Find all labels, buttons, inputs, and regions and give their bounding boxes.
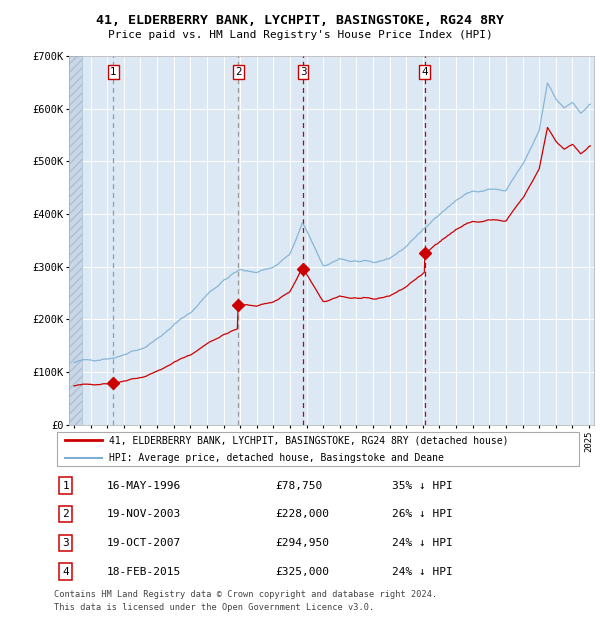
Text: Price paid vs. HM Land Registry's House Price Index (HPI): Price paid vs. HM Land Registry's House … <box>107 30 493 40</box>
Text: £294,950: £294,950 <box>276 538 330 548</box>
Text: 1: 1 <box>62 480 69 490</box>
Text: £78,750: £78,750 <box>276 480 323 490</box>
Text: 24% ↓ HPI: 24% ↓ HPI <box>392 538 452 548</box>
Text: 24% ↓ HPI: 24% ↓ HPI <box>392 567 452 577</box>
Text: 3: 3 <box>62 538 69 548</box>
Text: 19-NOV-2003: 19-NOV-2003 <box>107 509 181 519</box>
Text: 4: 4 <box>422 67 428 77</box>
Text: HPI: Average price, detached house, Basingstoke and Deane: HPI: Average price, detached house, Basi… <box>109 453 445 463</box>
Text: 4: 4 <box>62 567 69 577</box>
Text: 3: 3 <box>300 67 307 77</box>
Bar <box>69 56 82 425</box>
Text: 16-MAY-1996: 16-MAY-1996 <box>107 480 181 490</box>
Text: 2: 2 <box>235 67 241 77</box>
Text: 18-FEB-2015: 18-FEB-2015 <box>107 567 181 577</box>
Text: 26% ↓ HPI: 26% ↓ HPI <box>392 509 452 519</box>
Text: 41, ELDERBERRY BANK, LYCHPIT, BASINGSTOKE, RG24 8RY: 41, ELDERBERRY BANK, LYCHPIT, BASINGSTOK… <box>96 14 504 27</box>
Text: 1: 1 <box>110 67 116 77</box>
FancyBboxPatch shape <box>56 432 580 466</box>
Text: 19-OCT-2007: 19-OCT-2007 <box>107 538 181 548</box>
Text: £228,000: £228,000 <box>276 509 330 519</box>
Text: Contains HM Land Registry data © Crown copyright and database right 2024.: Contains HM Land Registry data © Crown c… <box>54 590 437 600</box>
Text: £325,000: £325,000 <box>276 567 330 577</box>
Text: 2: 2 <box>62 509 69 519</box>
Text: 41, ELDERBERRY BANK, LYCHPIT, BASINGSTOKE, RG24 8RY (detached house): 41, ELDERBERRY BANK, LYCHPIT, BASINGSTOK… <box>109 435 509 445</box>
Text: This data is licensed under the Open Government Licence v3.0.: This data is licensed under the Open Gov… <box>54 603 374 612</box>
Text: 35% ↓ HPI: 35% ↓ HPI <box>392 480 452 490</box>
